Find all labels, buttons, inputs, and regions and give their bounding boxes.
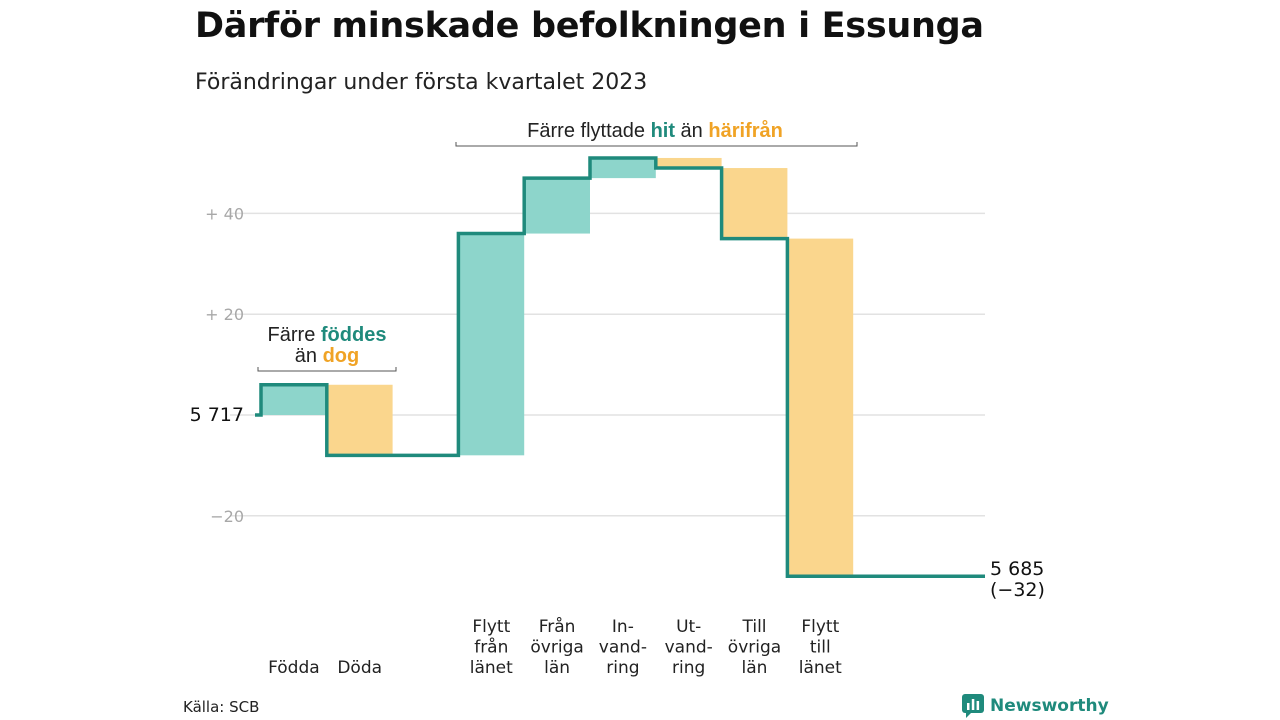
category-label: Döda [337, 658, 382, 678]
start-value-label: 5 717 [190, 404, 244, 426]
births-annotation-green: föddes [321, 324, 387, 346]
chart-title: Därför minskade befolkningen i Essunga [195, 6, 984, 46]
category-label: In- [612, 617, 634, 637]
brand-logo: Newsworthy [962, 694, 1109, 718]
migration-annotation-prefix: Färre flyttade [527, 120, 650, 142]
bar-4 [458, 233, 525, 456]
y-tick-label: + 20 [205, 305, 244, 324]
category-label: ring [672, 658, 705, 678]
newsworthy-logo-icon [962, 694, 984, 718]
bars [261, 157, 854, 577]
step-line [255, 156, 985, 579]
bar-7 [655, 157, 722, 169]
brand-name: Newsworthy [990, 696, 1109, 716]
births-annotation-line2: än dog [295, 345, 359, 367]
births-annotation-bracket [257, 367, 397, 372]
migration-annotation: Färre flyttade hit än härifrån [527, 119, 783, 142]
migration-annotation-middle: än [675, 120, 708, 142]
category-label: Till [741, 617, 766, 637]
category-label: till [810, 638, 831, 658]
cumulative-line [255, 156, 985, 579]
bar-6 [590, 157, 656, 179]
category-label: övriga [530, 638, 583, 658]
category-label: vand- [665, 638, 713, 658]
category-label: från [474, 637, 508, 658]
births-annotation-line2-prefix: än [295, 345, 323, 367]
bar-8 [721, 168, 788, 239]
category-label: län [742, 658, 768, 678]
category-label: vand- [599, 638, 647, 658]
category-label: Flytt [472, 617, 510, 637]
births-annotation-line1: Färre föddes [268, 324, 387, 346]
category-label: Ut- [676, 617, 701, 637]
migration-annotation-orange: härifrån [708, 119, 782, 142]
bar-2 [326, 384, 393, 456]
end-change-label: (−32) [990, 579, 1045, 601]
y-tick-label: −20 [210, 507, 244, 526]
category-label: övriga [728, 638, 781, 658]
migration-annotation-green: hit [651, 120, 676, 142]
births-annotation-prefix: Färre [268, 324, 321, 346]
category-label: länet [799, 658, 842, 678]
bar-1 [261, 384, 327, 415]
source-note: Källa: SCB [183, 698, 260, 716]
births-annotation-orange: dog [323, 345, 360, 367]
migration-annotation-bracket [455, 142, 858, 147]
end-value-label: 5 685 [990, 558, 1044, 580]
category-label: Från [539, 616, 576, 637]
bar-9 [787, 238, 854, 577]
bar-5 [524, 178, 590, 234]
category-label: Flytt [801, 617, 839, 637]
category-label: länet [470, 658, 513, 678]
category-label: län [544, 658, 570, 678]
category-label: Födda [268, 658, 320, 678]
category-label: ring [606, 658, 639, 678]
chart-subtitle: Förändringar under första kvartalet 2023 [195, 70, 648, 95]
y-tick-label: + 40 [205, 204, 244, 223]
